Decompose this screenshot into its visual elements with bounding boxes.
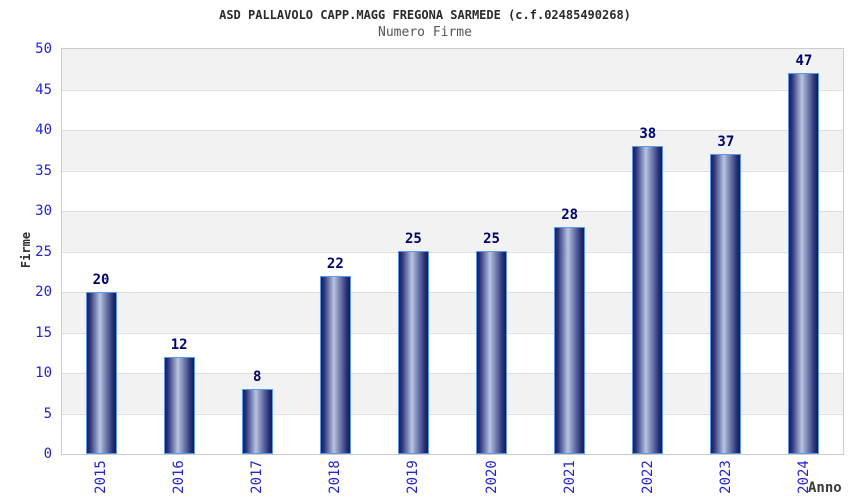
bar-value-label: 12 [170, 337, 188, 353]
bar-2023 [710, 154, 742, 454]
y-tick-label: 15 [35, 324, 52, 341]
x-tick-label: 2022 [639, 460, 656, 494]
bar-value-label: 25 [483, 231, 500, 247]
bar-2016 [163, 357, 195, 454]
bar-value-label: 47 [795, 53, 813, 69]
gridline [62, 373, 843, 374]
bar-2020 [476, 251, 508, 454]
x-tick-label: 2017 [249, 460, 266, 494]
bar-value-label: 37 [717, 134, 735, 150]
x-tick-label: 2020 [483, 460, 500, 494]
bar-2018 [319, 276, 351, 454]
x-tick-label: 2018 [327, 460, 344, 494]
gridline [62, 292, 843, 293]
x-tick-label: 2023 [717, 460, 734, 494]
x-tick-label: 2016 [171, 460, 188, 494]
y-tick-label: 30 [35, 203, 52, 219]
y-tick-label: 25 [35, 243, 52, 260]
y-tick-label: 40 [35, 122, 52, 138]
bar-value-label: 20 [92, 272, 110, 288]
x-tick-label: 2019 [405, 460, 422, 494]
bar-value-label: 28 [561, 207, 579, 223]
y-tick-label: 10 [35, 365, 52, 381]
x-axis-title: Anno [808, 480, 842, 496]
bar-2017 [241, 389, 273, 454]
bar-2015 [85, 292, 117, 454]
y-tick-label: 45 [35, 81, 52, 98]
bar-2022 [632, 146, 664, 454]
gridline [62, 211, 843, 212]
chart-title: ASD PALLAVOLO CAPP.MAGG FREGONA SARMEDE … [219, 8, 631, 22]
x-tick-label: 2015 [93, 460, 110, 494]
gridline [62, 251, 843, 253]
y-tick-label: 0 [43, 446, 52, 462]
x-tick-label: 2021 [561, 460, 578, 494]
y-tick-label: 50 [35, 41, 52, 57]
y-tick-label: 20 [35, 284, 52, 300]
bar-value-label: 22 [326, 256, 344, 272]
bar-2024 [788, 73, 820, 454]
gridline [62, 89, 843, 91]
gridline [62, 170, 843, 172]
bar-value-label: 8 [253, 369, 262, 385]
bar-2019 [397, 251, 429, 454]
bar-2021 [554, 227, 586, 454]
bar-value-label: 38 [639, 126, 657, 142]
y-tick-label: 35 [35, 162, 52, 179]
gridline [62, 332, 843, 334]
gridline [62, 413, 843, 415]
x-tick-label: 2024 [795, 460, 812, 494]
plot-area: 20 12 8 22 25 25 28 38 37 47 [61, 48, 844, 455]
y-tick-label: 5 [43, 405, 52, 422]
bar-value-label: 25 [405, 231, 422, 247]
gridline [62, 130, 843, 131]
chart-subtitle: Numero Firme [378, 25, 472, 40]
